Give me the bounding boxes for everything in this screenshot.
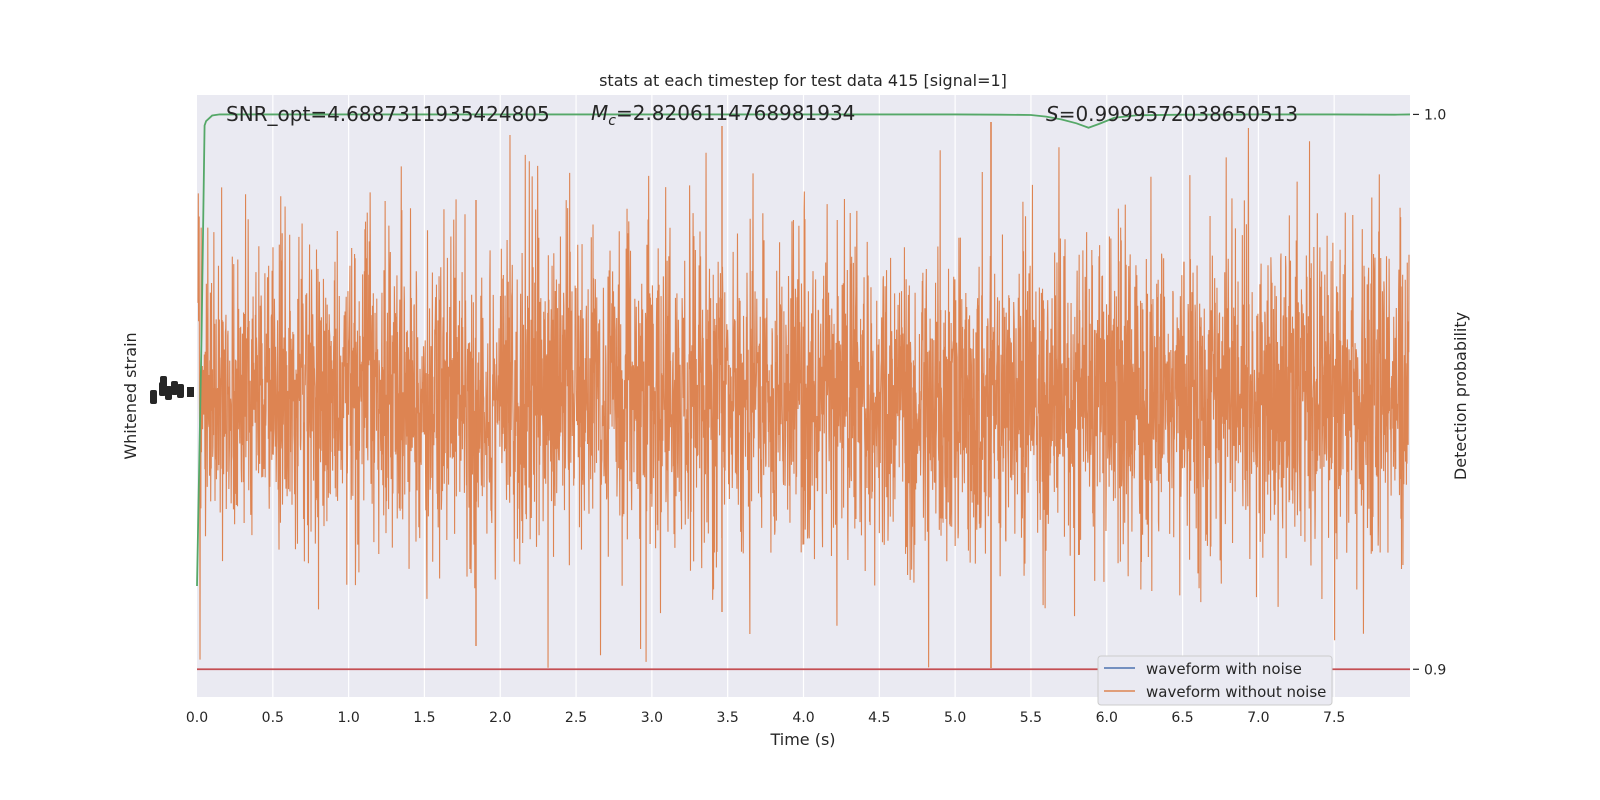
- left-tick-glyph: [160, 376, 167, 390]
- x-axis-label: Time (s): [769, 730, 835, 749]
- x-tick-label: 4.5: [868, 710, 890, 726]
- x-tick-label: 1.0: [337, 710, 359, 726]
- chart-title: stats at each timestep for test data 415…: [599, 71, 1007, 90]
- score-value: =0.9999572038650513: [1059, 102, 1298, 126]
- chirp-mass-value: =2.8206114768981934: [616, 101, 855, 125]
- legend-label-with-noise: waveform with noise: [1146, 660, 1302, 678]
- chirp-mass-annotation: Mc=2.8206114768981934: [591, 101, 855, 129]
- detection-probability-trace: [196, 113, 1411, 587]
- x-axis-ticks: 0.0 0.5 1.0 1.5 2.0 2.5 3.0 3.5 4.0 4.5 5.0 5.5 6.0 6…: [186, 710, 1345, 726]
- chirp-mass-subscript: c: [608, 113, 616, 129]
- x-tick-label: 3.5: [717, 710, 739, 726]
- x-tick-label: 0.5: [262, 710, 284, 726]
- right-tick-label: 1.0: [1424, 107, 1446, 123]
- score-annotation: S=0.9999572038650513: [1046, 102, 1298, 126]
- x-tick-label: 2.5: [565, 710, 587, 726]
- left-tick-glyph: [171, 381, 178, 395]
- x-tick-label: 7.0: [1247, 710, 1269, 726]
- right-tick-label: 0.9: [1424, 662, 1446, 678]
- left-tick-mark: [187, 387, 194, 397]
- x-tick-label: 6.5: [1171, 710, 1193, 726]
- strain-trace-line: [197, 127, 1410, 668]
- left-tick-glyph: [177, 384, 184, 398]
- x-tick-label: 5.5: [1020, 710, 1042, 726]
- legend-frame: [1097, 655, 1333, 706]
- right-y-axis-label: Detection probability: [1451, 312, 1470, 480]
- x-tick-label: 5.0: [944, 710, 966, 726]
- snr-annotation: SNR_opt=4.6887311935424805: [226, 102, 550, 126]
- x-tick-label: 4.0: [792, 710, 814, 726]
- left-tick-glyph: [150, 390, 157, 404]
- x-tick-label: 2.0: [489, 710, 511, 726]
- chirp-mass-symbol: M: [591, 101, 608, 125]
- x-tick-label: 6.0: [1096, 710, 1118, 726]
- legend: waveform with noise waveform without noi…: [1097, 655, 1333, 706]
- left-axis-ticks: [150, 376, 194, 404]
- left-tick-glyph: [165, 386, 172, 400]
- x-tick-label: 7.5: [1323, 710, 1345, 726]
- detection-probability-line: [196, 113, 1411, 587]
- x-tick-label: 1.5: [413, 710, 435, 726]
- x-tick-label: 3.0: [641, 710, 663, 726]
- score-symbol: S: [1046, 102, 1059, 126]
- x-tick-label: 0.0: [186, 710, 208, 726]
- right-axis-ticks: 0.9 1.0: [1413, 107, 1446, 678]
- legend-label-without-noise: waveform without noise: [1146, 683, 1326, 701]
- strain-trace: [197, 122, 1410, 668]
- left-y-axis-label: Whitened strain: [121, 332, 140, 459]
